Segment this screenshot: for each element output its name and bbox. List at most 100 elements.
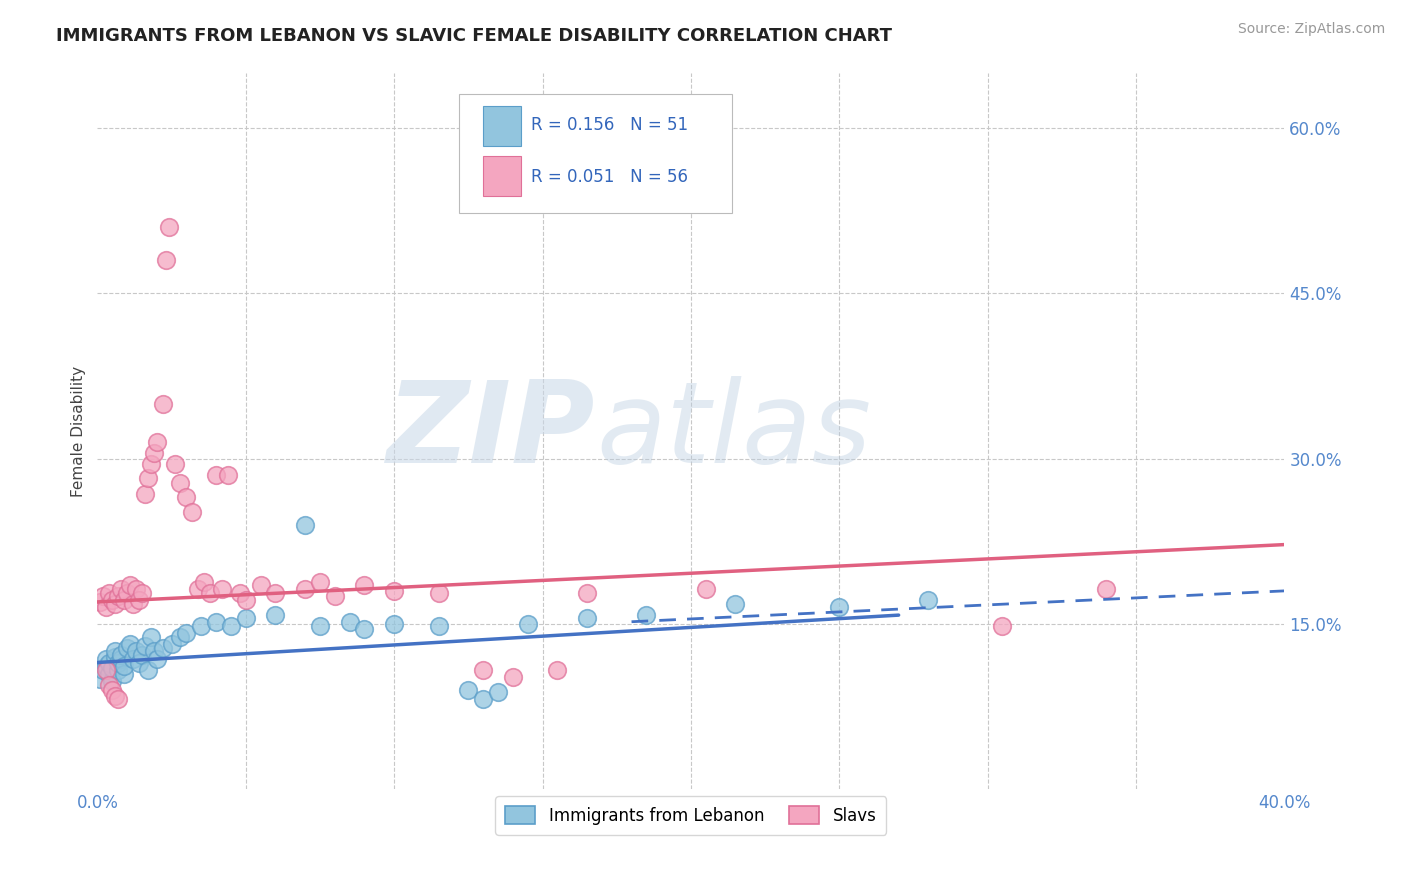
Point	[382, 583, 405, 598]
Point	[576, 586, 599, 600]
Point	[249, 578, 271, 592]
Point	[339, 615, 361, 629]
Point	[235, 592, 257, 607]
Point	[98, 677, 121, 691]
Point	[98, 586, 121, 600]
Text: R = 0.156   N = 51: R = 0.156 N = 51	[530, 116, 688, 135]
Point	[382, 616, 405, 631]
Point	[98, 656, 121, 670]
Point	[104, 689, 127, 703]
Point	[96, 652, 118, 666]
Point	[546, 663, 568, 677]
Point	[472, 663, 495, 677]
Point	[205, 615, 228, 629]
Point	[101, 674, 124, 689]
Point	[134, 639, 156, 653]
Text: Source: ZipAtlas.com: Source: ZipAtlas.com	[1237, 22, 1385, 37]
Point	[576, 611, 599, 625]
Point	[125, 644, 148, 658]
Point	[294, 582, 316, 596]
Point	[353, 623, 375, 637]
Point	[134, 487, 156, 501]
Point	[176, 490, 198, 504]
Point	[136, 471, 159, 485]
Point	[139, 630, 162, 644]
Point	[190, 619, 212, 633]
Point	[139, 457, 162, 471]
Point	[169, 630, 191, 644]
Point	[101, 683, 124, 698]
Point	[101, 661, 124, 675]
Point	[104, 597, 127, 611]
Point	[472, 691, 495, 706]
Point	[264, 586, 287, 600]
Point	[309, 575, 332, 590]
Point	[136, 663, 159, 677]
Point	[323, 590, 346, 604]
Point	[104, 650, 127, 665]
Point	[125, 582, 148, 596]
Point	[211, 582, 233, 596]
Point	[110, 652, 132, 666]
Point	[155, 253, 177, 268]
Point	[107, 590, 129, 604]
Point	[89, 672, 111, 686]
Text: R = 0.051   N = 56: R = 0.051 N = 56	[530, 168, 688, 186]
Point	[991, 619, 1014, 633]
Point	[176, 625, 198, 640]
Point	[91, 590, 114, 604]
Point	[457, 683, 479, 698]
Point	[229, 586, 252, 600]
Point	[115, 586, 138, 600]
FancyBboxPatch shape	[484, 156, 522, 196]
Point	[131, 648, 153, 662]
Point	[219, 619, 242, 633]
Point	[142, 644, 165, 658]
Point	[112, 658, 135, 673]
Y-axis label: Female Disability: Female Disability	[72, 366, 86, 497]
Point	[152, 641, 174, 656]
Legend: Immigrants from Lebanon, Slavs: Immigrants from Lebanon, Slavs	[495, 797, 886, 835]
Point	[427, 586, 450, 600]
Point	[131, 586, 153, 600]
Point	[110, 582, 132, 596]
Point	[152, 396, 174, 410]
Point	[107, 691, 129, 706]
Point	[198, 586, 221, 600]
Point	[217, 468, 239, 483]
Point	[695, 582, 717, 596]
Point	[160, 637, 183, 651]
Point	[163, 457, 186, 471]
Point	[828, 600, 851, 615]
Point	[118, 637, 141, 651]
Text: IMMIGRANTS FROM LEBANON VS SLAVIC FEMALE DISABILITY CORRELATION CHART: IMMIGRANTS FROM LEBANON VS SLAVIC FEMALE…	[56, 27, 893, 45]
Point	[96, 663, 118, 677]
Point	[118, 578, 141, 592]
Point	[264, 608, 287, 623]
Point	[309, 619, 332, 633]
Point	[486, 685, 509, 699]
Point	[145, 435, 167, 450]
Point	[193, 575, 215, 590]
Point	[181, 504, 204, 518]
Point	[107, 663, 129, 677]
Point	[128, 592, 150, 607]
Point	[98, 666, 121, 681]
Point	[112, 666, 135, 681]
Point	[187, 582, 209, 596]
Point	[427, 619, 450, 633]
Point	[104, 644, 127, 658]
Point	[128, 656, 150, 670]
Point	[516, 616, 538, 631]
FancyBboxPatch shape	[460, 95, 733, 212]
Point	[89, 595, 111, 609]
Point	[502, 670, 524, 684]
Point	[294, 517, 316, 532]
Point	[96, 658, 118, 673]
Point	[107, 656, 129, 670]
Point	[122, 597, 145, 611]
Point	[353, 578, 375, 592]
Text: ZIP: ZIP	[388, 376, 596, 487]
Point	[205, 468, 228, 483]
Point	[91, 663, 114, 677]
